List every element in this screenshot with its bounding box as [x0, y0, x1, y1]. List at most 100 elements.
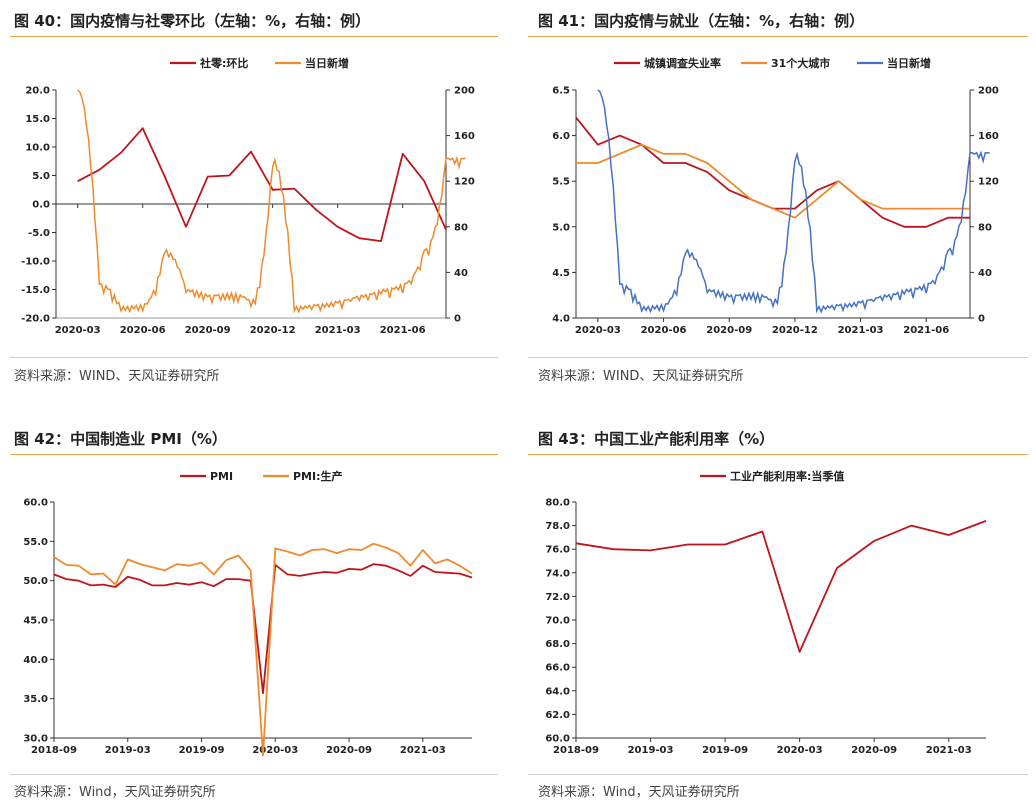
- x-tick-label: 2020-03: [55, 325, 101, 336]
- x-tick-label: 2021-03: [838, 325, 884, 336]
- chart-fig41: 6.5 6.0 5.5 5.0 4.5 4.0 200 160 120 80 40 0 2020-03 2…: [552, 56, 999, 336]
- x-tick-label: 2021-06: [903, 325, 949, 336]
- y-tick-label: 70.0: [545, 616, 570, 627]
- y-tick-label: 50.0: [23, 576, 48, 587]
- y-tick-label: 6.5: [552, 86, 570, 97]
- title-rule: [528, 36, 1028, 37]
- series-line: [575, 116, 970, 228]
- y2-tick-label: 200: [978, 86, 999, 97]
- y-tick-label: 10.0: [25, 143, 50, 154]
- x-tick-label: 2020-12: [250, 325, 296, 336]
- source-rule: [10, 357, 498, 358]
- y-tick-label: 76.0: [545, 545, 570, 556]
- series-line: [77, 89, 466, 314]
- y-tick-label: 45.0: [23, 616, 48, 627]
- y2-tick-label: 200: [454, 86, 475, 97]
- series-line: [576, 143, 970, 219]
- x-tick-label: 2019-09: [702, 745, 748, 756]
- legend-label: 31个大城市: [771, 56, 830, 70]
- y-tick-label: 55.0: [23, 537, 48, 548]
- panel-title: 图 41：国内疫情与就业（左轴：%，右轴：例）: [538, 12, 865, 30]
- y2-tick-label: 80: [978, 222, 992, 233]
- source-note: 资料来源：Wind，天风证券研究所: [538, 785, 740, 800]
- y2-tick-label: 120: [978, 177, 999, 188]
- y-tick-label: 6.0: [552, 131, 570, 142]
- y-tick-label: 72.0: [545, 592, 570, 603]
- y-tick-label: 20.0: [25, 86, 50, 97]
- series-line: [597, 89, 990, 314]
- y-tick-label: -10.0: [21, 257, 50, 268]
- x-tick-label: 2021-03: [926, 745, 972, 756]
- y-tick-label: 5.0: [552, 222, 570, 233]
- y-tick-label: -20.0: [21, 314, 50, 325]
- x-tick-label: 2021-03: [400, 745, 446, 756]
- y-tick-label: 4.5: [552, 268, 570, 279]
- y-tick-label: -15.0: [21, 285, 50, 296]
- y-tick-label: 60.0: [23, 498, 48, 509]
- y-tick-label: 5.0: [32, 171, 50, 182]
- x-tick-label: 2018-09: [31, 745, 77, 756]
- title-rule: [10, 36, 498, 37]
- y2-tick-label: 40: [978, 268, 992, 279]
- x-tick-label: 2020-06: [120, 325, 166, 336]
- legend-label: 社零:环比: [199, 56, 248, 70]
- chart-fig40: 20.0 15.0 10.0 5.0 0.0 -5.0 -10.0 -15.0 -20.0 200…: [21, 56, 475, 336]
- series-line: [575, 520, 987, 653]
- chart-fig43: 80.0 78.0 76.0 74.0 72.0 70.0 68.0 66.0 64.0 62.0…: [545, 469, 987, 756]
- y2-tick-label: 160: [978, 131, 999, 142]
- x-tick-label: 2020-09: [706, 325, 752, 336]
- source-rule: [528, 774, 1028, 775]
- x-tick-label: 2020-09: [851, 745, 897, 756]
- y2-tick-label: 120: [454, 177, 475, 188]
- source-rule: [10, 774, 498, 775]
- series-line: [53, 542, 473, 757]
- source-rule: [528, 357, 1028, 358]
- panel-title: 图 43：中国工业产能利用率（%）: [538, 430, 775, 448]
- x-tick-label: 2020-09: [326, 745, 372, 756]
- y-tick-label: 60.0: [545, 734, 570, 745]
- panel-title: 图 40：国内疫情与社零环比（左轴：%，右轴：例）: [14, 12, 371, 30]
- y2-tick-label: 80: [454, 222, 468, 233]
- y-tick-label: 35.0: [23, 694, 48, 705]
- x-tick-label: 2020-12: [772, 325, 818, 336]
- title-rule: [10, 454, 498, 455]
- y-tick-label: 68.0: [545, 639, 570, 650]
- y-tick-label: 66.0: [545, 663, 570, 674]
- y-tick-label: 64.0: [545, 686, 570, 697]
- legend-label: 城镇调查失业率: [644, 56, 721, 70]
- legend-label: 当日新增: [305, 56, 349, 70]
- x-tick-label: 2019-03: [105, 745, 151, 756]
- y2-tick-label: 40: [454, 268, 468, 279]
- source-note: 资料来源：WIND、天风证券研究所: [538, 369, 744, 384]
- legend-label: 当日新增: [887, 56, 931, 70]
- legend-label: PMI:生产: [293, 469, 343, 483]
- y-tick-label: -5.0: [28, 228, 50, 239]
- source-note: 资料来源：Wind，天风证券研究所: [14, 785, 216, 800]
- y2-tick-label: 160: [454, 131, 475, 142]
- source-note: 资料来源：WIND、天风证券研究所: [14, 369, 220, 384]
- y2-tick-label: 0: [454, 314, 461, 325]
- x-tick-label: 2018-09: [553, 745, 599, 756]
- series-line: [53, 563, 473, 695]
- x-tick-label: 2019-03: [628, 745, 674, 756]
- panel-title: 图 42：中国制造业 PMI（%）: [14, 430, 227, 448]
- x-tick-label: 2020-06: [641, 325, 687, 336]
- x-tick-label: 2021-06: [380, 325, 426, 336]
- x-tick-label: 2021-03: [315, 325, 361, 336]
- legend-label: PMI: [210, 470, 233, 483]
- legend-label: 工业产能利用率:当季值: [730, 469, 844, 483]
- y-tick-label: 5.5: [552, 177, 570, 188]
- y-tick-label: 4.0: [552, 314, 570, 325]
- y2-tick-label: 0: [978, 314, 985, 325]
- y-tick-label: 0.0: [32, 200, 50, 211]
- y-tick-label: 62.0: [545, 710, 570, 721]
- x-tick-label: 2020-03: [575, 325, 621, 336]
- x-tick-label: 2020-03: [777, 745, 823, 756]
- y-tick-label: 78.0: [545, 521, 570, 532]
- y-tick-label: 40.0: [23, 655, 48, 666]
- x-tick-label: 2019-09: [179, 745, 225, 756]
- y-tick-label: 15.0: [25, 114, 50, 125]
- x-tick-label: 2020-03: [252, 745, 298, 756]
- series-line: [77, 127, 447, 243]
